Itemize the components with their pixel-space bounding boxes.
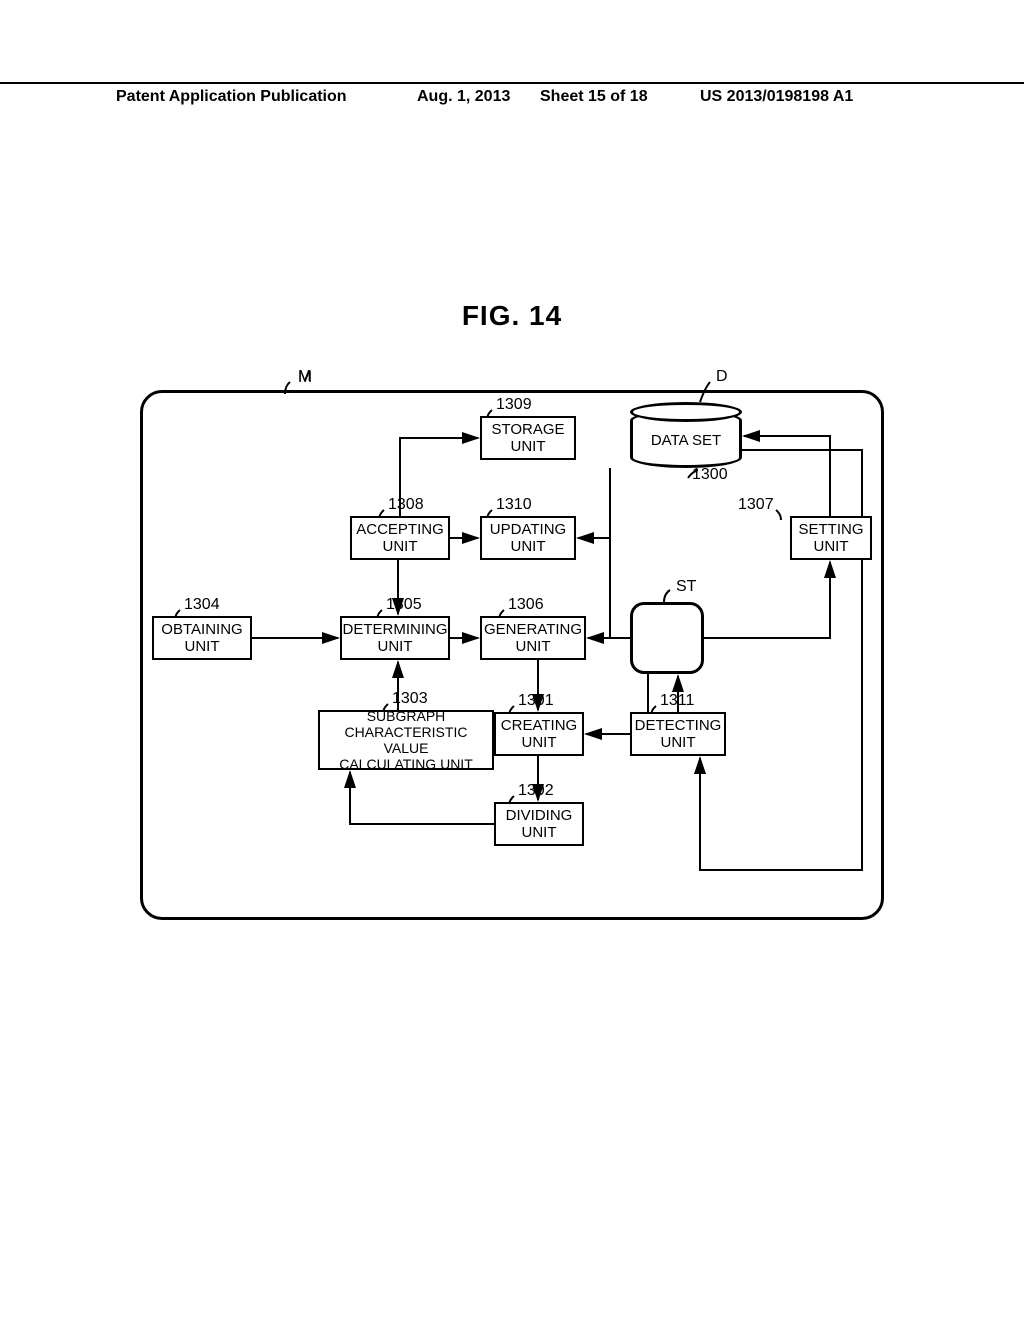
ref-1305: 1305 bbox=[386, 596, 422, 614]
ref-1300: 1300 bbox=[692, 466, 728, 484]
figure-title: FIG. 14 bbox=[0, 300, 1024, 332]
storage-unit: STORAGEUNIT bbox=[480, 416, 576, 460]
obtaining-unit: OBTAININGUNIT bbox=[152, 616, 252, 660]
header-sheet: Sheet 15 of 18 bbox=[540, 88, 648, 106]
ref-1307: 1307 bbox=[738, 496, 774, 514]
setting-unit: SETTINGUNIT bbox=[790, 516, 872, 560]
ref-1303: 1303 bbox=[392, 690, 428, 708]
label-d-leader bbox=[700, 382, 710, 402]
determining-unit: DETERMININGUNIT bbox=[340, 616, 450, 660]
label-st-leader bbox=[664, 590, 670, 602]
dividing-unit: DIVIDINGUNIT bbox=[494, 802, 584, 846]
ref-1308: 1308 bbox=[388, 496, 424, 514]
generating-unit: GENERATINGUNIT bbox=[480, 616, 586, 660]
label-m: M bbox=[298, 368, 311, 386]
st-box bbox=[630, 602, 704, 674]
page-header: Patent Application Publication Aug. 1, 2… bbox=[0, 82, 1024, 88]
header-publication: Patent Application Publication bbox=[116, 88, 347, 106]
creating-unit: CREATINGUNIT bbox=[494, 712, 584, 756]
lead-1307 bbox=[776, 510, 781, 520]
ref-1304: 1304 bbox=[184, 596, 220, 614]
label-st: ST bbox=[676, 578, 696, 596]
ref-1311: 1311 bbox=[660, 692, 694, 710]
subgraph-unit: SUBGRAPHCHARACTERISTIC VALUECALCULATING … bbox=[318, 710, 494, 770]
header-docnum: US 2013/0198198 A1 bbox=[700, 88, 853, 106]
dataset-label: DATA SET bbox=[630, 432, 742, 449]
ref-1301: 1301 bbox=[518, 692, 554, 710]
ref-1302: 1302 bbox=[518, 782, 554, 800]
detecting-unit: DETECTINGUNIT bbox=[630, 712, 726, 756]
edge-dataset-detecting bbox=[700, 450, 862, 870]
dataset-cylinder: DATA SET bbox=[630, 402, 742, 468]
diagram-area: M bbox=[140, 370, 884, 920]
ref-1309: 1309 bbox=[496, 396, 532, 414]
label-d: D bbox=[716, 368, 728, 386]
ref-1310: 1310 bbox=[496, 496, 532, 514]
ref-1306: 1306 bbox=[508, 596, 544, 614]
updating-unit: UPDATINGUNIT bbox=[480, 516, 576, 560]
edge-dividing-subgraph bbox=[350, 772, 494, 824]
accepting-unit: ACCEPTINGUNIT bbox=[350, 516, 450, 560]
edge-st-setting bbox=[704, 562, 830, 638]
header-date: Aug. 1, 2013 bbox=[417, 88, 510, 106]
